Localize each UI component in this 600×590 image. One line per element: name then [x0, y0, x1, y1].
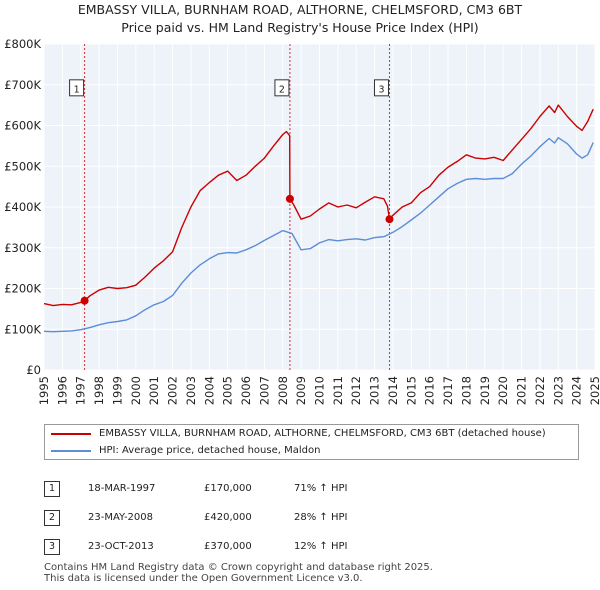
sale-price: £370,000 — [204, 541, 252, 552]
sales-table: 1 18-MAR-1997 £170,000 71% ↑ HPI 2 23-MAY-200… — [44, 474, 404, 561]
footer-licence: This data is licensed under the Open Gov… — [44, 573, 363, 584]
x-tick-label: 2003 — [184, 376, 198, 405]
x-tick-label: 2018 — [459, 376, 473, 405]
sale-date: 18-MAR-1997 — [88, 483, 156, 494]
sale-hpi-change: 12% ↑ HPI — [294, 541, 348, 552]
y-tick-label: £700K — [4, 78, 41, 92]
chart-subtitle: Price paid vs. HM Land Registry's House … — [121, 20, 479, 35]
property-price-line — [43, 104, 594, 307]
hpi-line — [43, 137, 594, 333]
sale-number-box — [274, 79, 290, 97]
x-tick-label: 2009 — [294, 376, 308, 405]
x-tick-label: 2010 — [313, 376, 327, 405]
x-tick-label: 2022 — [533, 376, 547, 405]
x-tick-label: 1996 — [55, 376, 69, 405]
legend-swatch-property — [51, 433, 91, 435]
sale-number-badge: 3 — [44, 538, 60, 555]
y-tick-label: £100K — [4, 322, 41, 336]
footer-copyright: Contains HM Land Registry data © Crown c… — [44, 562, 433, 573]
chart-title: EMBASSY VILLA, BURNHAM ROAD, ALTHORNE, C… — [77, 2, 523, 17]
sale-hpi-change: 28% ↑ HPI — [294, 512, 348, 523]
x-tick-label: 1995 — [37, 376, 51, 405]
legend: EMBASSY VILLA, BURNHAM ROAD, ALTHORNE, C… — [44, 424, 579, 460]
x-tick-label: 2020 — [496, 376, 510, 405]
x-tick-label: 2024 — [570, 376, 584, 405]
x-tick-label: 2023 — [551, 376, 565, 405]
sale-number-label: 2 — [279, 84, 285, 95]
x-tick-label: 1998 — [92, 376, 106, 405]
x-tick-label: 2004 — [202, 376, 216, 405]
x-tick-label: 2016 — [423, 376, 437, 405]
sale-point — [80, 296, 89, 305]
x-tick-label: 2019 — [478, 376, 492, 405]
legend-label-property: EMBASSY VILLA, BURNHAM ROAD, ALTHORNE, C… — [99, 428, 546, 439]
sale-row: 2 23-MAY-2008 £420,000 28% ↑ HPI — [44, 503, 404, 532]
chart-title-block: EMBASSY VILLA, BURNHAM ROAD, ALTHORNE, C… — [0, 0, 600, 37]
x-tick-label: 2013 — [368, 376, 382, 405]
y-tick-label: £500K — [4, 159, 41, 173]
x-tick-label: 2005 — [221, 376, 235, 405]
sale-number-box — [373, 79, 389, 97]
sale-number-label: 1 — [74, 84, 80, 95]
sale-date: 23-MAY-2008 — [88, 512, 154, 523]
sale-price: £420,000 — [204, 512, 252, 523]
footer: Contains HM Land Registry data © Crown c… — [44, 562, 433, 584]
x-tick-label: 2001 — [147, 376, 161, 405]
sale-number-box — [69, 79, 85, 97]
sale-row: 1 18-MAR-1997 £170,000 71% ↑ HPI — [44, 474, 404, 503]
sale-point — [385, 215, 394, 224]
sale-number-badge: 2 — [44, 509, 60, 526]
price-chart: £0 £100K £200K £300K £400K £500K £600K £700K £80… — [4, 37, 600, 405]
x-tick-label: 2000 — [129, 376, 143, 405]
legend-swatch-hpi — [51, 450, 91, 452]
x-tick-label: 1999 — [110, 376, 124, 405]
x-tick-label: 2025 — [588, 376, 600, 405]
x-tick-label: 2011 — [331, 376, 345, 405]
y-tick-label: £0 — [26, 363, 41, 377]
x-tick-label: 2012 — [349, 376, 363, 405]
sale-hpi-change: 71% ↑ HPI — [294, 483, 348, 494]
sale-row: 3 23-OCT-2013 £370,000 12% ↑ HPI — [44, 532, 404, 561]
y-tick-label: £300K — [4, 241, 41, 255]
y-tick-label: £400K — [4, 200, 41, 214]
x-tick-label: 2008 — [276, 376, 290, 405]
x-tick-label: 2014 — [386, 376, 400, 405]
sale-number-badge: 1 — [44, 480, 60, 497]
legend-label-hpi: HPI: Average price, detached house, Mald… — [99, 445, 321, 456]
x-tick-label: 2007 — [257, 376, 271, 405]
y-tick-label: £600K — [4, 119, 41, 133]
x-tick-label: 2021 — [515, 376, 529, 405]
y-tick-label: £200K — [4, 282, 41, 296]
y-tick-label: £800K — [4, 37, 41, 51]
x-tick-label: 2015 — [404, 376, 418, 405]
x-tick-label: 2006 — [239, 376, 253, 405]
x-tick-label: 2017 — [441, 376, 455, 405]
x-tick-label: 2002 — [166, 376, 180, 405]
sale-point — [285, 194, 294, 203]
sale-number-label: 3 — [378, 84, 384, 95]
x-tick-label: 1997 — [74, 376, 88, 405]
sale-date: 23-OCT-2013 — [88, 541, 154, 552]
sale-price: £170,000 — [204, 483, 252, 494]
